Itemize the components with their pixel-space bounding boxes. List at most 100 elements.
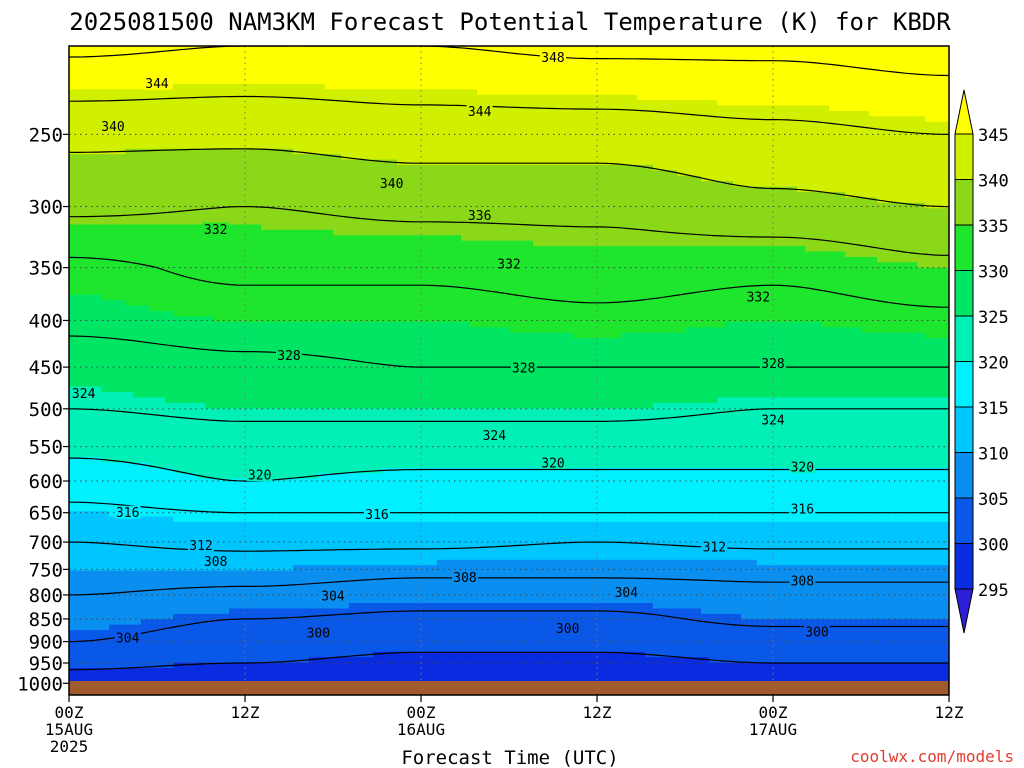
- fill-cell: [885, 565, 894, 620]
- fill-cell: [189, 224, 198, 318]
- fill-cell: [773, 619, 782, 664]
- fill-cell: [365, 408, 374, 474]
- fill-cell: [181, 613, 190, 664]
- fill-cell: [573, 46, 582, 96]
- fill-cell: [77, 630, 86, 669]
- fill-cell: [85, 630, 94, 669]
- fill-cell: [885, 262, 894, 334]
- fill-cell: [213, 478, 222, 523]
- fill-cell: [229, 662, 238, 695]
- fill-cell: [405, 603, 414, 653]
- fill-cell: [749, 246, 758, 323]
- fill-cell: [221, 148, 230, 226]
- fill-cell: [549, 164, 558, 247]
- fill-cell: [181, 46, 190, 85]
- fill-cell: [845, 110, 854, 199]
- fill-cell: [805, 46, 814, 107]
- fill-cell: [717, 467, 726, 523]
- fill-cell: [677, 175, 686, 247]
- fill-cell: [85, 570, 94, 631]
- fill-cell: [117, 300, 126, 393]
- fill-cell: [165, 46, 174, 90]
- fill-cell: [133, 462, 142, 518]
- colorbar-label: 345: [978, 126, 1009, 146]
- fill-cell: [725, 397, 734, 469]
- fill-cell: [573, 246, 582, 339]
- fill-cell: [429, 565, 438, 604]
- watermark-link[interactable]: coolwx.com/models: [850, 747, 1014, 766]
- fill-cell: [653, 170, 662, 247]
- fill-cell: [605, 651, 614, 691]
- fill-cell: [829, 619, 838, 664]
- fill-cell: [789, 619, 798, 664]
- fill-cell: [629, 408, 638, 469]
- fill-cell: [101, 570, 110, 631]
- fill-cell: [541, 467, 550, 523]
- y-tick-label: 500: [29, 399, 63, 421]
- fill-cell: [325, 565, 334, 610]
- fill-cell: [253, 224, 262, 323]
- fill-cell: [181, 83, 190, 150]
- fill-cell: [533, 246, 542, 334]
- fill-cell: [685, 402, 694, 469]
- fill-cell: [237, 478, 246, 523]
- fill-cell: [901, 46, 910, 117]
- fill-cell: [285, 478, 294, 523]
- fill-cell: [813, 662, 822, 695]
- fill-cell: [909, 262, 918, 334]
- fill-cell: [613, 94, 622, 166]
- fill-cell: [901, 662, 910, 695]
- fill-cell: [549, 94, 558, 166]
- fill-cell: [277, 321, 286, 409]
- fill-cell: [269, 521, 278, 572]
- contour-line-304: [69, 610, 949, 643]
- fill-cell: [837, 662, 846, 695]
- fill-cell: [157, 89, 166, 150]
- fill-cell: [629, 164, 638, 247]
- fill-cell: [261, 662, 270, 695]
- fill-cell: [909, 332, 918, 399]
- fill-cell: [325, 154, 334, 231]
- fill-cell: [749, 619, 758, 664]
- colorbar: 345 340 335 330 325 320 315 310 305 300 295: [954, 89, 1009, 634]
- fill-cell: [293, 229, 302, 323]
- fill-cell: [309, 46, 318, 85]
- fill-cell: [189, 402, 198, 474]
- fill-cell: [925, 46, 934, 123]
- fill-cell: [397, 321, 406, 409]
- fill-cell: [813, 251, 822, 323]
- fill-cell: [149, 224, 158, 312]
- fill-cell: [389, 651, 398, 691]
- fill-cell: [245, 224, 254, 323]
- fill-cell: [373, 651, 382, 691]
- fill-cell: [749, 186, 758, 247]
- fill-cell: [629, 651, 638, 691]
- fill-cell: [645, 467, 654, 523]
- y-tick-label: 850: [29, 609, 63, 631]
- fill-cell: [445, 603, 454, 653]
- fill-cell: [261, 570, 270, 610]
- fill-cell: [909, 397, 918, 469]
- fill-cell: [525, 467, 534, 523]
- fill-cell: [261, 83, 270, 150]
- fill-cell: [325, 229, 334, 323]
- fill-cell: [901, 262, 910, 334]
- fill-cell: [941, 467, 949, 523]
- fill-cell: [741, 246, 750, 323]
- fill-cell: [845, 46, 854, 112]
- contour-label-bg: [701, 540, 728, 554]
- fill-cell: [853, 46, 862, 112]
- fill-cell: [781, 46, 790, 107]
- fill-cell: [269, 321, 278, 409]
- fill-cell: [477, 46, 486, 96]
- fill-cell: [549, 651, 558, 691]
- fill-cell: [213, 321, 222, 409]
- fill-cell: [429, 467, 438, 523]
- fill-cell: [133, 89, 142, 150]
- fill-cell: [149, 397, 158, 469]
- fill-cell: [365, 89, 374, 161]
- fill-cell: [533, 164, 542, 247]
- fill-cell: [101, 300, 110, 393]
- fill-cell: [173, 613, 182, 664]
- fill-cell: [597, 46, 606, 96]
